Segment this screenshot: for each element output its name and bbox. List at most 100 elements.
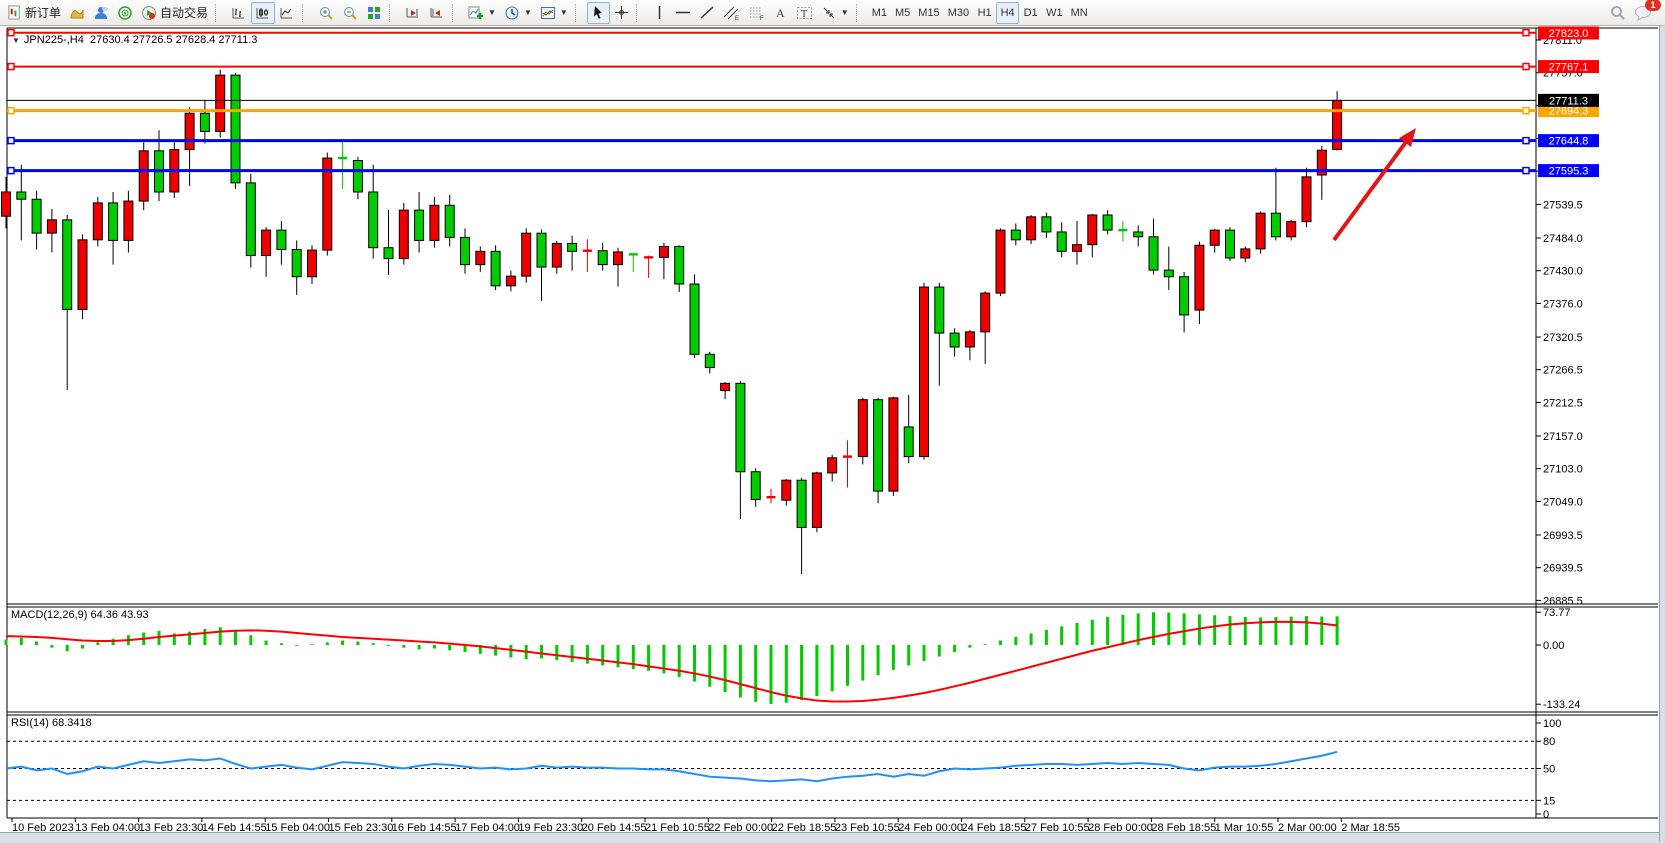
chart-shift-button[interactable] (401, 2, 425, 24)
candle (1102, 214, 1113, 231)
zoom-in-button[interactable] (314, 2, 338, 24)
time-tick-label: 23 Feb 10:55 (835, 822, 900, 834)
arrows-tool-button[interactable]: ▼ (817, 2, 853, 24)
candle (1118, 228, 1128, 232)
timeframe-mn-button[interactable]: MN (1070, 6, 1088, 19)
macd-histogram-bar (1335, 616, 1339, 645)
candle (307, 249, 317, 278)
zoom-out-button[interactable] (338, 2, 362, 24)
candle (490, 250, 501, 287)
macd-histogram-bar (1106, 617, 1110, 645)
macd-histogram-bar (616, 645, 620, 668)
macd-histogram-bar (1121, 614, 1125, 645)
chart-title[interactable]: ▼ JPN225-,H4 27630.4 27726.5 27628.4 2771… (12, 34, 257, 46)
line-handle (1522, 166, 1530, 175)
timeframe-m15-button[interactable]: M15 (918, 6, 940, 19)
macd-histogram-bar (1060, 626, 1064, 645)
macd-histogram-bar (815, 645, 819, 697)
candle (781, 479, 792, 501)
candle (199, 112, 210, 132)
search-button[interactable] (1606, 2, 1630, 24)
macd-histogram-bar (188, 631, 192, 645)
candle (123, 200, 134, 241)
price-tick-label: 27049.0 (1543, 496, 1583, 508)
fibonacci-tool-button[interactable]: F (744, 2, 769, 24)
macd-histogram-bar (1090, 619, 1094, 645)
candle (1, 191, 11, 217)
macd-histogram-bar (249, 635, 253, 645)
timeframe-m30-button[interactable]: M30 (947, 6, 970, 19)
macd-tick-label: 73.77 (1543, 607, 1571, 619)
candle (582, 249, 592, 252)
vertical-line-tool-button[interactable] (648, 2, 671, 24)
market-watch-button[interactable] (65, 2, 89, 24)
candlestick-mode-button[interactable] (251, 1, 276, 24)
notification-count-badge: 1 (1645, 0, 1661, 11)
cursor-icon (594, 6, 603, 19)
macd-histogram-bar (784, 645, 788, 703)
time-tick-label: 2 Mar 18:55 (1341, 822, 1400, 834)
tile-windows-button[interactable] (362, 2, 386, 24)
periods-button[interactable]: ▼ (500, 2, 536, 24)
text-label-tool-button[interactable]: T (792, 2, 817, 24)
timeframe-d1-button[interactable]: D1 (1023, 6, 1038, 19)
auto-scroll-button[interactable] (425, 2, 449, 24)
auto-trading-button[interactable]: 自动交易 (137, 2, 212, 24)
candle (720, 382, 731, 392)
candle (444, 204, 455, 238)
chevron-down-icon: ▼ (488, 7, 496, 17)
candle (1316, 149, 1327, 176)
text-tool-button[interactable]: A (769, 2, 792, 24)
macd-histogram-bar (1213, 615, 1217, 645)
window-bottom-edge (0, 832, 1665, 843)
candle (1286, 221, 1297, 238)
line-handle (7, 106, 15, 115)
rsi-tick-label: 15 (1543, 795, 1555, 807)
time-tick-label: 24 Feb 18:55 (962, 822, 1027, 834)
candle (62, 219, 73, 310)
timeframe-h1-button[interactable]: H1 (977, 6, 992, 19)
candle (505, 275, 516, 287)
timeframe-m5-button[interactable]: M5 (895, 6, 911, 19)
macd-histogram-bar (1228, 616, 1232, 645)
notifications-button[interactable]: 1 (1630, 0, 1661, 24)
candle (766, 495, 776, 499)
indicators-button[interactable]: ▼ (464, 2, 500, 24)
candle (613, 251, 623, 266)
price-badge (1538, 26, 1599, 40)
text-label-icon: T (796, 6, 812, 20)
community-button[interactable] (89, 2, 113, 24)
candle (460, 236, 470, 266)
search-icon (1611, 5, 1625, 20)
time-tick-label: 28 Feb 00:00 (1088, 822, 1153, 834)
candle (1026, 216, 1037, 241)
timeframe-m1-button[interactable]: M1 (871, 6, 887, 19)
macd-histogram-bar (310, 644, 314, 645)
macd-histogram-bar (478, 645, 482, 654)
tile-windows-icon (368, 6, 381, 19)
bar-chart-mode-button[interactable] (227, 2, 251, 24)
candle (888, 397, 899, 492)
line-chart-mode-button[interactable] (275, 2, 299, 24)
time-tick-label: 14 Feb 14:55 (202, 822, 267, 834)
text-icon: A (776, 6, 785, 20)
templates-button[interactable]: ▼ (536, 2, 572, 24)
macd-indicator-label: MACD(12,26,9) 64.36 43.93 (11, 609, 149, 621)
crosshair-tool-button[interactable] (610, 2, 633, 24)
macd-histogram-bar (1320, 616, 1324, 645)
horizontal-line-tool-button[interactable] (671, 2, 695, 24)
cursor-tool-button[interactable] (586, 1, 610, 24)
svg-text:F: F (760, 16, 764, 21)
chart-dropdown-icon[interactable]: ▼ (12, 36, 20, 45)
macd-tick-label: -133.24 (1543, 699, 1580, 711)
time-tick-label: 16 Feb 14:55 (392, 822, 457, 834)
channel-tool-button[interactable]: E (719, 2, 744, 24)
time-tick-label: 19 Feb 23:30 (518, 822, 583, 834)
timeframe-w1-button[interactable]: W1 (1046, 6, 1063, 19)
timeframe-h4-button[interactable]: H4 (996, 1, 1020, 24)
macd-histogram-bar (218, 627, 222, 645)
new-order-button[interactable]: 新订单 (3, 2, 65, 24)
trendline-tool-button[interactable] (695, 2, 719, 24)
signals-button[interactable] (113, 2, 137, 24)
